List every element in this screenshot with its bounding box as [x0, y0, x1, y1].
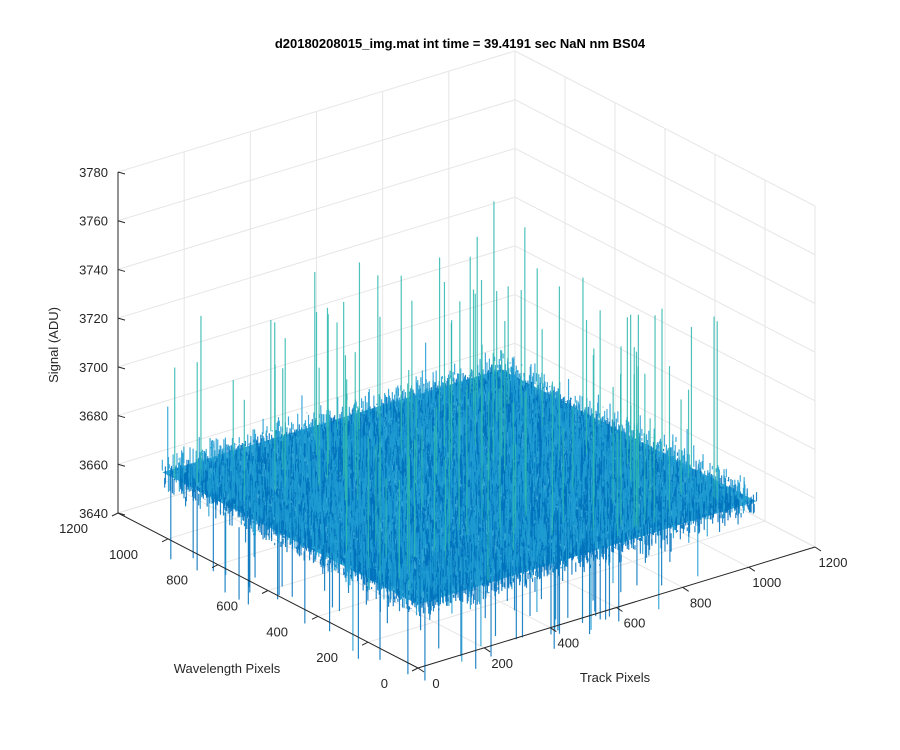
grid-line — [514, 196, 816, 353]
grid-line — [514, 147, 816, 304]
grid-line — [117, 196, 516, 319]
surface-layer — [161, 201, 758, 681]
grid-line — [514, 99, 816, 256]
grid-line — [514, 245, 816, 402]
grid-line — [117, 147, 516, 270]
grid-line — [117, 245, 516, 368]
grid-line — [514, 50, 816, 207]
grid-line — [367, 520, 766, 643]
grid-line — [117, 50, 516, 173]
grid-line — [514, 342, 816, 499]
chart-title: d20180208015_img.mat int time = 39.4191 … — [275, 36, 646, 51]
grid-line — [117, 99, 516, 222]
grid-line — [514, 294, 816, 451]
